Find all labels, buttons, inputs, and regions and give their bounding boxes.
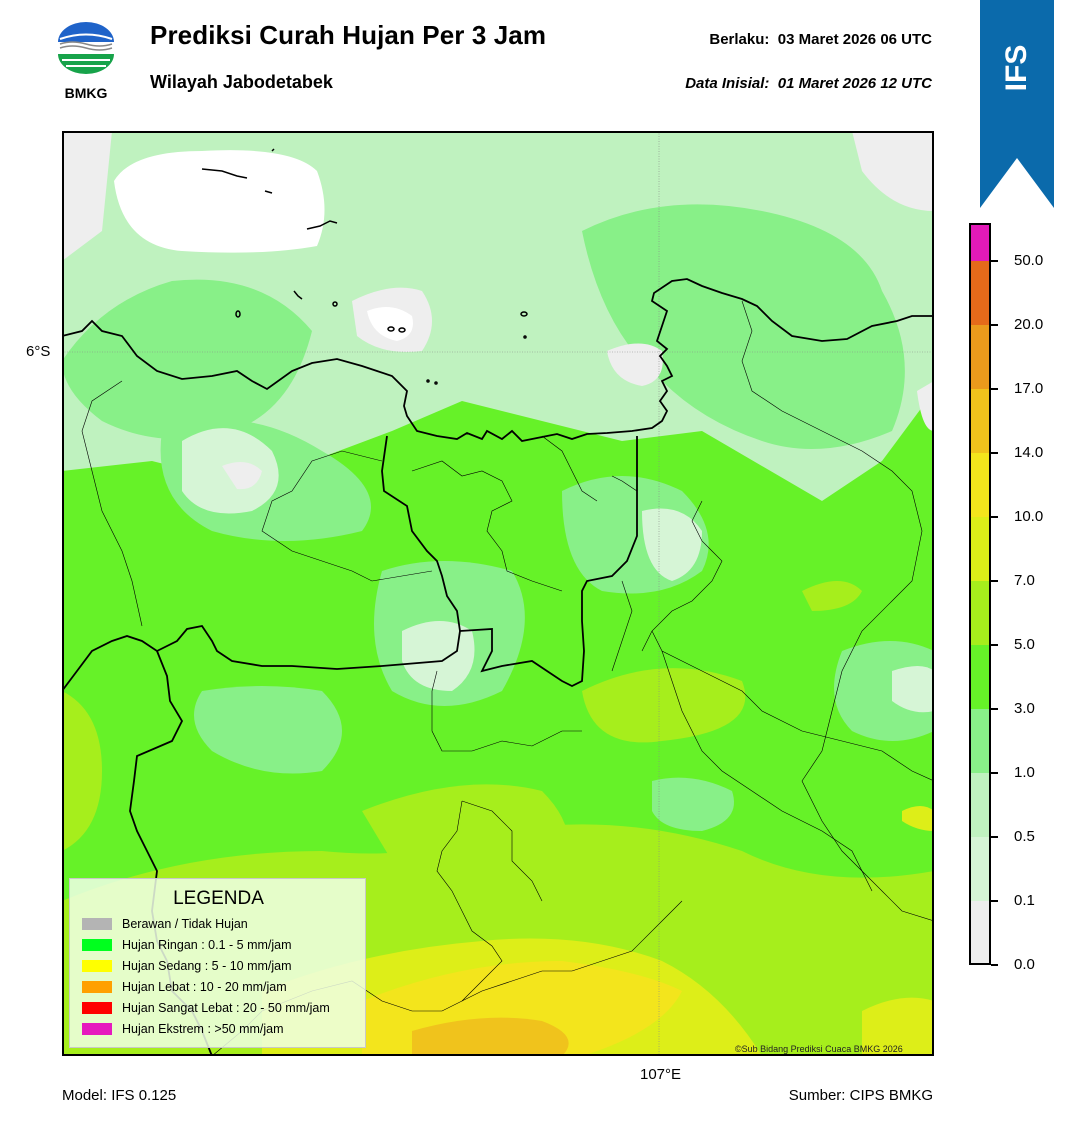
legend-title: LEGENDA [173,888,264,909]
latitude-label: 6°S [26,343,51,360]
colorbar-tick [991,772,998,774]
legend-swatch [82,1023,112,1035]
legend-item: Hujan Sedang : 5 - 10 mm/jam [82,957,292,975]
colorbar-tick [991,388,998,390]
legend-swatch [82,939,112,951]
colorbar-tick-label: 0.1 [1014,892,1035,909]
colorbar-cell [969,901,991,965]
page-title: Prediksi Curah Hujan Per 3 Jam [150,20,547,50]
colorbar-tick [991,964,998,966]
colorbar-tick-label: 50.0 [1014,252,1044,269]
colorbar-tick-label: 14.0 [1014,444,1044,461]
initial-time-value: 01 Maret 2026 12 UTC [777,75,932,92]
colorbar-cell [969,645,991,709]
colorbar-tick [991,836,998,838]
colorbar-tick [991,900,998,902]
colorbar-cell [969,837,991,901]
colorbar-tick [991,452,998,454]
valid-time-value: 03 Maret 2026 06 UTC [777,31,932,48]
legend-label: Hujan Sedang : 5 - 10 mm/jam [122,959,292,973]
svg-text:BMKG: BMKG [65,85,108,101]
valid-time-label: Berlaku: [709,31,770,48]
bmkg-logo: BMKG [58,22,114,101]
colorbar-tick-label: 7.0 [1014,572,1035,589]
legend-label: Berawan / Tidak Hujan [122,917,248,931]
colorbar-tick-label: 20.0 [1014,316,1044,333]
legend-item: Hujan Ekstrem : >50 mm/jam [82,1020,284,1038]
legend-swatch [82,1002,112,1014]
legend-item: Hujan Lebat : 10 - 20 mm/jam [82,978,287,996]
colorbar-cell [969,773,991,837]
legend-item: Hujan Ringan : 0.1 - 5 mm/jam [82,936,292,954]
legend-item: Berawan / Tidak Hujan [82,915,248,933]
model-info: Model: IFS 0.125 [62,1087,177,1104]
legend-swatch [82,960,112,972]
colorbar-tick [991,324,998,326]
colorbar-cell [969,389,991,453]
copyright-credit: ©Sub Bidang Prediksi Cuaca BMKG 2026 [735,1044,903,1054]
longitude-label: 107°E [640,1066,682,1083]
valid-time: Berlaku: 03 Maret 2026 06 UTC [709,31,932,48]
colorbar-tick [991,516,998,518]
legend-item: Hujan Sangat Lebat : 20 - 50 mm/jam [82,999,330,1017]
initial-time: Data Inisial: 01 Maret 2026 12 UTC [685,75,932,92]
initial-time-label: Data Inisial: [685,75,770,92]
legend-label: Hujan Ringan : 0.1 - 5 mm/jam [122,938,292,952]
rainfall-map [62,131,934,1056]
colorbar-tick-label: 17.0 [1014,380,1044,397]
colorbar-cell [969,581,991,645]
colorbar-tick [991,644,998,646]
legend-label: Hujan Sangat Lebat : 20 - 50 mm/jam [122,1001,330,1015]
colorbar-tick-label: 0.0 [1014,956,1035,973]
colorbar-cell [969,223,991,261]
region-subtitle: Wilayah Jabodetabek [150,72,333,92]
legend-label: Hujan Ekstrem : >50 mm/jam [122,1022,284,1036]
colorbar-cell [969,261,991,325]
colorbar-tick-label: 3.0 [1014,700,1035,717]
colorbar-tick-label: 10.0 [1014,508,1044,525]
ifs-badge-label: IFS [1000,44,1033,92]
colorbar-tick-label: 5.0 [1014,636,1035,653]
colorbar-tick-label: 0.5 [1014,828,1035,845]
ifs-model-badge [980,0,1054,208]
legend-label: Hujan Lebat : 10 - 20 mm/jam [122,980,287,994]
data-source: Sumber: CIPS BMKG [788,1087,933,1104]
colorbar-cell [969,453,991,517]
colorbar-tick [991,708,998,710]
colorbar-cell [969,517,991,581]
legend-swatch [82,981,112,993]
colorbar-cell [969,709,991,773]
map-legend: LEGENDA Berawan / Tidak Hujan Hujan Ring… [69,878,366,1048]
rainfall-colorbar [969,223,991,965]
colorbar-tick [991,260,998,262]
legend-swatch [82,918,112,930]
colorbar-cell [969,325,991,389]
colorbar-tick-label: 1.0 [1014,764,1035,781]
colorbar-tick [991,580,998,582]
